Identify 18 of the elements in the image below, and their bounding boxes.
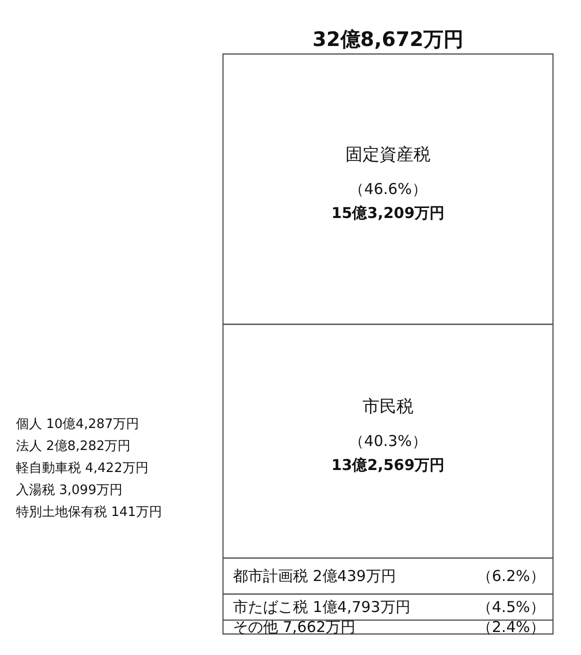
annotation: 法人 2億8,282万円 xyxy=(16,439,131,454)
data-label: （46.6%） xyxy=(349,180,427,198)
data-label: （6.2%） xyxy=(476,567,545,585)
annotation: 入湯税 3,099万円 xyxy=(16,483,122,498)
data-label: （4.5%） xyxy=(476,598,545,616)
annotation: 15億3,209万円 xyxy=(331,204,445,222)
annotation: 特別土地保有税 141万円 xyxy=(16,505,162,520)
total-label: 32億8,672万円 xyxy=(312,27,464,51)
text: 都市計画税 2億439万円 xyxy=(233,567,396,585)
series-label: 固定資産税 xyxy=(346,145,430,166)
data-label: （40.3%） xyxy=(349,432,427,450)
text: その他 7,662万円 xyxy=(233,618,356,636)
text: 市たばこ税 1億4,793万円 xyxy=(233,598,410,616)
annotation: 13億2,569万円 xyxy=(331,456,445,474)
data-label: （2.4%） xyxy=(476,618,545,636)
series-label: 市民税 xyxy=(362,397,414,418)
annotation: 軽自動車税 4,422万円 xyxy=(16,461,148,476)
annotation: 個人 10億4,287万円 xyxy=(16,417,139,432)
